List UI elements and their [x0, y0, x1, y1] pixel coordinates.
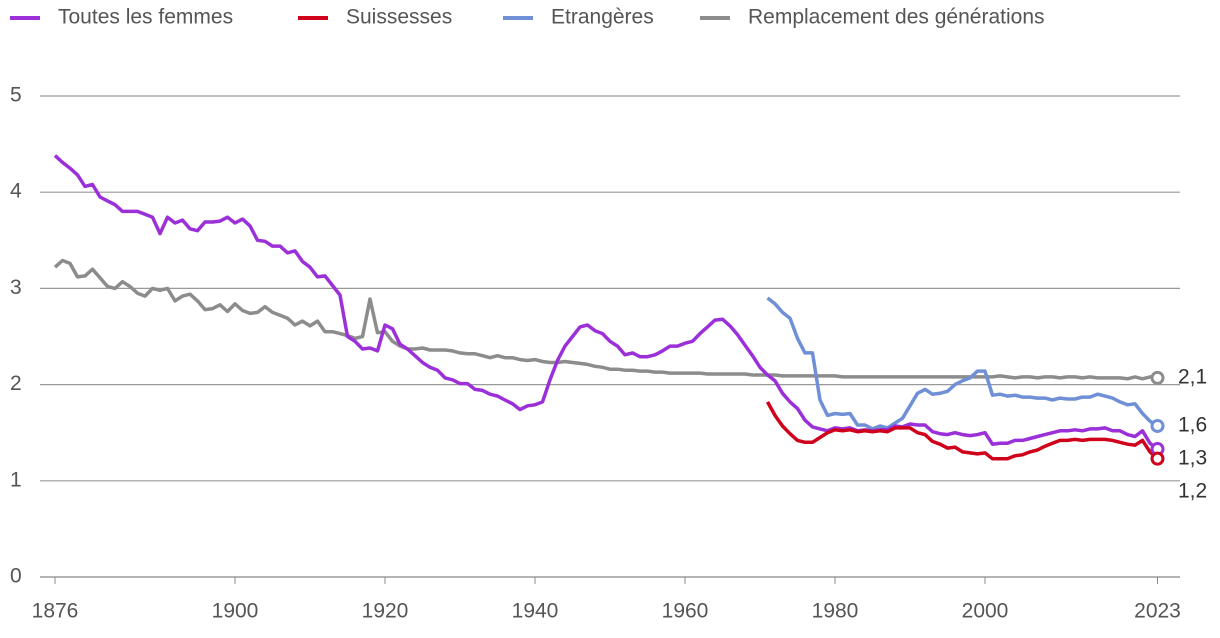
x-tick-label: 1980	[812, 600, 859, 623]
series-line	[53, 258, 1158, 381]
legend-label: Toutes les femmes	[58, 6, 233, 29]
end-label: 2,1	[1178, 365, 1207, 388]
legend-label: Suissesses	[346, 6, 452, 29]
x-tick-label: 1960	[662, 600, 709, 623]
y-tick-label: 4	[10, 180, 22, 203]
x-tick-label: 1900	[212, 600, 259, 623]
y-tick-label: 1	[10, 468, 22, 491]
end-marker	[1150, 451, 1165, 466]
x-tick-label: 2023	[1134, 600, 1181, 623]
y-tick-label: 0	[10, 565, 22, 588]
series-line	[53, 154, 1159, 451]
series-line	[765, 401, 1159, 461]
x-tick-label: 2000	[962, 600, 1009, 623]
end-label: 1,6	[1178, 414, 1207, 437]
end-label: 1,2	[1178, 480, 1207, 503]
series-line	[766, 296, 1159, 431]
legend-label: Etrangères	[551, 6, 654, 29]
y-tick-label: 5	[10, 84, 22, 107]
x-tick-label: 1876	[32, 600, 79, 623]
y-tick-label: 3	[10, 276, 22, 299]
legend-label: Remplacement des générations	[748, 6, 1045, 29]
x-tick-label: 1940	[512, 600, 559, 623]
end-label: 1,3	[1178, 447, 1207, 470]
end-marker	[1150, 418, 1165, 433]
end-marker	[1150, 370, 1165, 385]
y-tick-label: 2	[10, 372, 22, 395]
x-tick-label: 1920	[362, 600, 409, 623]
